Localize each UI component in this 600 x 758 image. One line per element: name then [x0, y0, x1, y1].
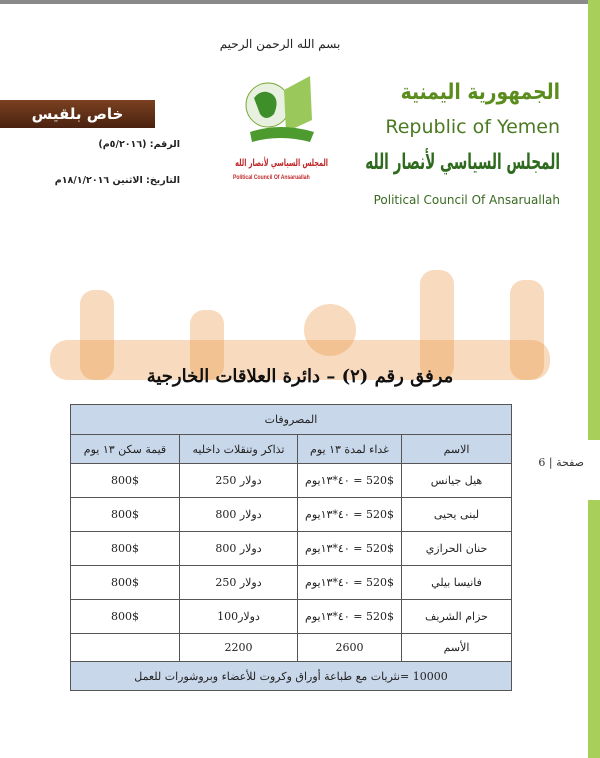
cell: 800$: [70, 463, 180, 498]
globe-book-logo-icon: [245, 76, 314, 142]
green-side-bar: [588, 0, 600, 440]
cell: 520$ = ٤٠*١٣يوم: [297, 599, 402, 634]
cell: دولار100: [179, 599, 298, 634]
republic-arabic: الجمهورية اليمنية: [400, 80, 560, 105]
column-header: قيمة سكن ١٣ يوم: [70, 434, 180, 464]
document-date: التاريخ: الاثنين ١٨/١/٢٠١٦م: [54, 175, 180, 186]
cell: 800$: [70, 565, 180, 600]
logo-english-text: Political Council Of Ansaruallah: [233, 174, 310, 181]
cell: دولار 800: [179, 497, 298, 532]
expenses-table: المصروفات الاسم غداء لمدة ١٣ يوم تذاكر و…: [70, 404, 512, 691]
republic-english: Republic of Yemen: [385, 116, 560, 138]
cell: دولار 800: [179, 531, 298, 566]
cell: 520$ = ٤٠*١٣يوم: [297, 463, 402, 498]
cell: 2200: [179, 633, 298, 662]
cell: [70, 633, 180, 662]
table-row: هيل جيانس 520$ = ٤٠*١٣يوم دولار 250 800$: [70, 463, 512, 498]
table-caption: المصروفات: [70, 404, 512, 435]
cell: 800$: [70, 599, 180, 634]
cell: دولار 250: [179, 463, 298, 498]
council-english: Political Council Of Ansaruallah: [373, 193, 560, 207]
table-row: لبنى يحيى 520$ = ٤٠*١٣يوم دولار 800 800$: [70, 497, 512, 532]
top-border: [0, 0, 600, 4]
column-header: تذاكر وتنقلات داخليه: [179, 434, 298, 464]
table-row: فانيسا بيلي 520$ = ٤٠*١٣يوم دولار 250 800$: [70, 565, 512, 600]
cell: دولار 250: [179, 565, 298, 600]
cell: 520$ = ٤٠*١٣يوم: [297, 565, 402, 600]
table-row: حنان الحرازي 520$ = ٤٠*١٣يوم دولار 800 800$: [70, 531, 512, 566]
totals-row: الأسم 2600 2200: [70, 633, 512, 662]
cell: 520$ = ٤٠*١٣يوم: [297, 497, 402, 532]
cell: 520$ = ٤٠*١٣يوم: [297, 531, 402, 566]
green-side-bar: [588, 500, 600, 758]
basmala: بسم الله الرحمن الرحيم: [219, 37, 341, 51]
cell: لبنى يحيى: [401, 497, 512, 532]
logo-arabic-text: المجلس السياسي لأنصار الله: [235, 158, 328, 169]
reference-number: الرقم: (٥/٢٠١٦م): [98, 139, 180, 150]
column-header: غداء لمدة ١٣ يوم: [297, 434, 402, 464]
table-row: حزام الشريف 520$ = ٤٠*١٣يوم دولار100 800$: [70, 599, 512, 634]
council-arabic: المجلس السياسي لأنصار الله: [365, 150, 560, 175]
cell: فانيسا بيلي: [401, 565, 512, 600]
page-number: صفحة | 6: [538, 456, 584, 469]
cell: حنان الحرازي: [401, 531, 512, 566]
cell: الأسم: [401, 633, 512, 662]
cell: هيل جيانس: [401, 463, 512, 498]
cell: 800$: [70, 497, 180, 532]
source-badge: خاص بلقيس: [0, 100, 155, 128]
cell: حزام الشريف: [401, 599, 512, 634]
column-header: الاسم: [401, 434, 512, 464]
attachment-title: مرفق رقم (٢) – دائرة العلاقات الخارجية: [146, 366, 454, 387]
cell: 2600: [297, 633, 402, 662]
table-footer: 10000 =نثريات مع طباعة أوراق وكروت للأعض…: [70, 661, 512, 691]
cell: 800$: [70, 531, 180, 566]
